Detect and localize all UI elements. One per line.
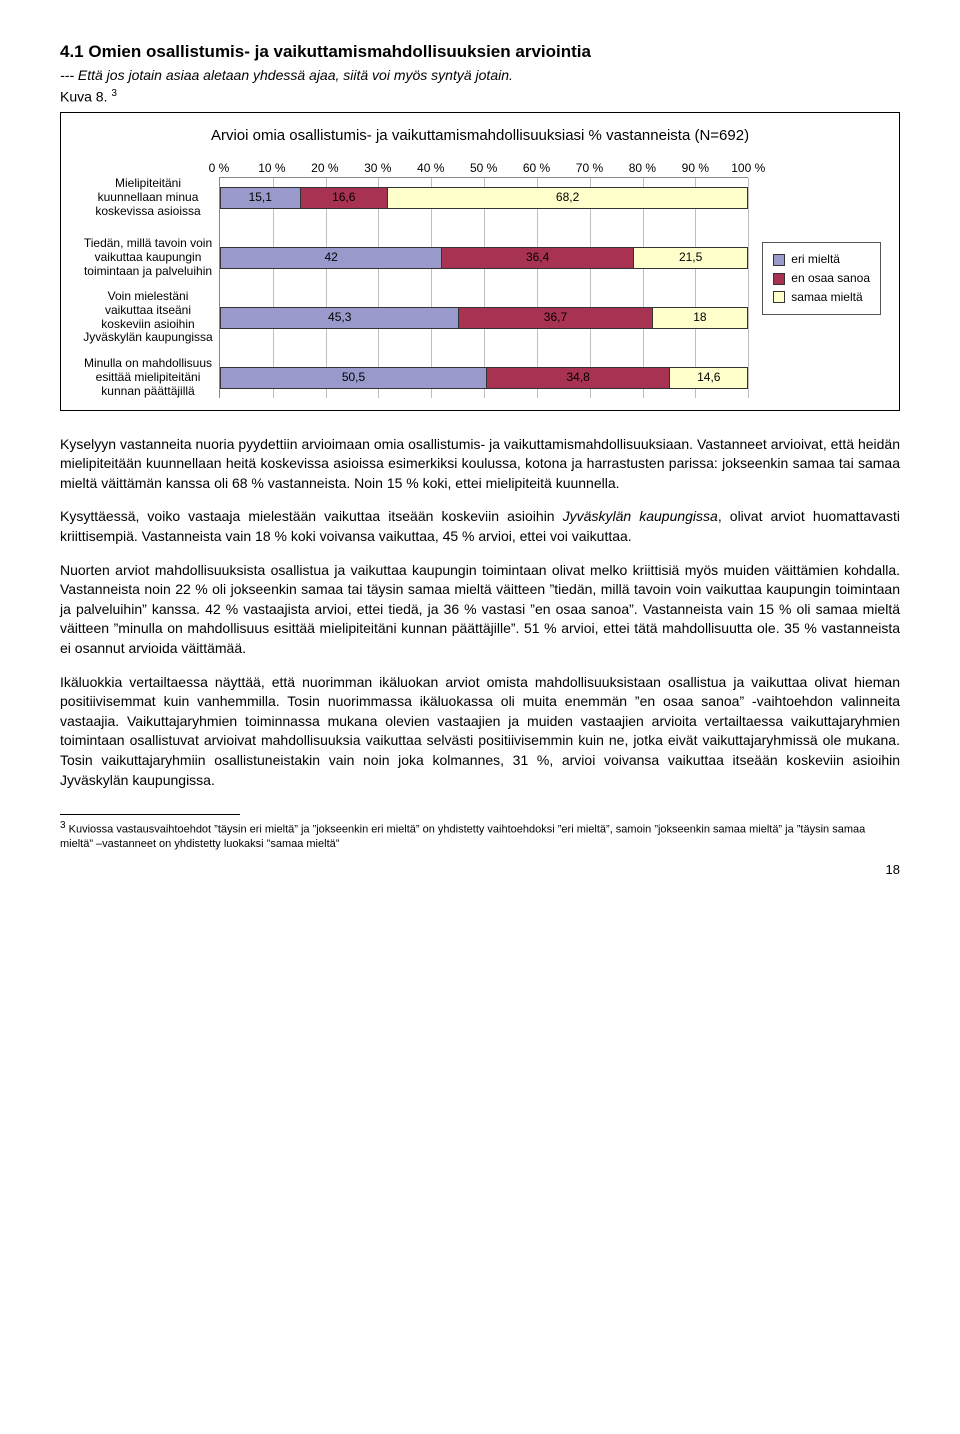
chart-container: Arvioi omia osallistumis- ja vaikuttamis…	[60, 112, 900, 411]
x-axis-tick: 60 %	[523, 160, 550, 177]
body-paragraph: Kyselyyn vastanneita nuoria pyydettiin a…	[60, 435, 900, 494]
section-title: 4.1 Omien osallistumis- ja vaikuttamisma…	[60, 40, 900, 64]
bar-row-label: Voin mielestäni vaikuttaa itseäni koskev…	[82, 290, 220, 345]
bar-row-label: Mielipiteitäni kuunnellaan minua koskevi…	[82, 177, 220, 218]
footnote-marker: 3	[60, 820, 66, 831]
footnote-text: Kuviossa vastausvaihtoehdot ”täysin eri …	[60, 824, 865, 850]
bar-segment: 14,6	[670, 368, 747, 388]
body-text: Kyselyyn vastanneita nuoria pyydettiin a…	[60, 435, 900, 791]
bar-segment: 36,7	[459, 308, 652, 328]
footnote-separator	[60, 814, 240, 815]
bar-segment: 34,8	[487, 368, 670, 388]
bar-segments: 50,534,814,6	[220, 367, 748, 389]
section-subtitle: --- Että jos jotain asiaa aletaan yhdess…	[60, 66, 900, 86]
bar-row-label: Minulla on mahdollisuus esittää mielipit…	[82, 357, 220, 398]
legend-swatch	[773, 254, 785, 266]
chart-title: Arvioi omia osallistumis- ja vaikuttamis…	[79, 125, 881, 146]
legend-item: samaa mieltä	[773, 289, 870, 306]
chart-legend: eri mieltä en osaa sanoa samaa mieltä	[762, 242, 881, 314]
legend-swatch	[773, 273, 785, 285]
x-axis-tick: 50 %	[470, 160, 497, 177]
bar-segment: 16,6	[301, 188, 388, 208]
bar-row-label: Tiedän, millä tavoin voin vaikuttaa kaup…	[82, 237, 220, 278]
bars-area: Mielipiteitäni kuunnellaan minua koskevi…	[219, 178, 748, 398]
x-axis-tick: 40 %	[417, 160, 444, 177]
x-axis-tick: 70 %	[576, 160, 603, 177]
bar-segment: 68,2	[388, 188, 747, 208]
legend-label: en osaa sanoa	[791, 270, 870, 287]
body-paragraph: Nuorten arviot mahdollisuuksista osallis…	[60, 561, 900, 659]
bar-segment: 50,5	[221, 368, 487, 388]
x-axis-tick: 90 %	[682, 160, 709, 177]
x-axis-tick: 0 %	[209, 160, 230, 177]
bar-segment: 36,4	[442, 248, 634, 268]
axis-and-bars: 0 % 10 % 20 % 30 % 40 % 50 % 60 % 70 % 80 % 90 % 1…	[79, 160, 748, 398]
x-axis-tick: 30 %	[364, 160, 391, 177]
bar-row: Minulla on mahdollisuus esittää mielipit…	[220, 364, 748, 392]
x-axis-tick: 10 %	[258, 160, 285, 177]
x-axis: 0 %10 %20 %30 %40 %50 %60 %70 %80 %90 %1…	[219, 160, 748, 178]
bar-segment: 42	[221, 248, 442, 268]
bar-segment: 21,5	[634, 248, 747, 268]
body-paragraph: Ikäluokkia vertailtaessa näyttää, että n…	[60, 673, 900, 791]
legend-item: eri mieltä	[773, 251, 870, 268]
figure-label-text: Kuva 8.	[60, 89, 107, 105]
bar-segment: 18	[653, 308, 748, 328]
legend-item: en osaa sanoa	[773, 270, 870, 287]
chart-body: 0 % 10 % 20 % 30 % 40 % 50 % 60 % 70 % 80 % 90 % 1…	[79, 160, 881, 398]
x-axis-tick: 20 %	[311, 160, 338, 177]
legend-label: samaa mieltä	[791, 289, 862, 306]
body-paragraph: Kysyttäessä, voiko vastaaja mielestään v…	[60, 507, 900, 546]
figure-label: Kuva 8. 3	[60, 87, 900, 107]
page-number: 18	[60, 861, 900, 879]
legend-swatch	[773, 291, 785, 303]
grid-line	[748, 178, 749, 398]
x-axis-tick: 100 %	[731, 160, 765, 177]
bar-row: Tiedän, millä tavoin voin vaikuttaa kaup…	[220, 244, 748, 272]
footnote-ref: 3	[111, 88, 117, 99]
x-axis-tick: 80 %	[629, 160, 656, 177]
bar-segments: 4236,421,5	[220, 247, 748, 269]
bar-segment: 15,1	[221, 188, 301, 208]
bar-row: Mielipiteitäni kuunnellaan minua koskevi…	[220, 184, 748, 212]
bar-row: Voin mielestäni vaikuttaa itseäni koskev…	[220, 304, 748, 332]
bar-segments: 45,336,718	[220, 307, 748, 329]
legend-label: eri mieltä	[791, 251, 840, 268]
footnote: 3 Kuviossa vastausvaihtoehdot ”täysin er…	[60, 819, 900, 851]
bar-segment: 45,3	[221, 308, 459, 328]
bar-segments: 15,116,668,2	[220, 187, 748, 209]
